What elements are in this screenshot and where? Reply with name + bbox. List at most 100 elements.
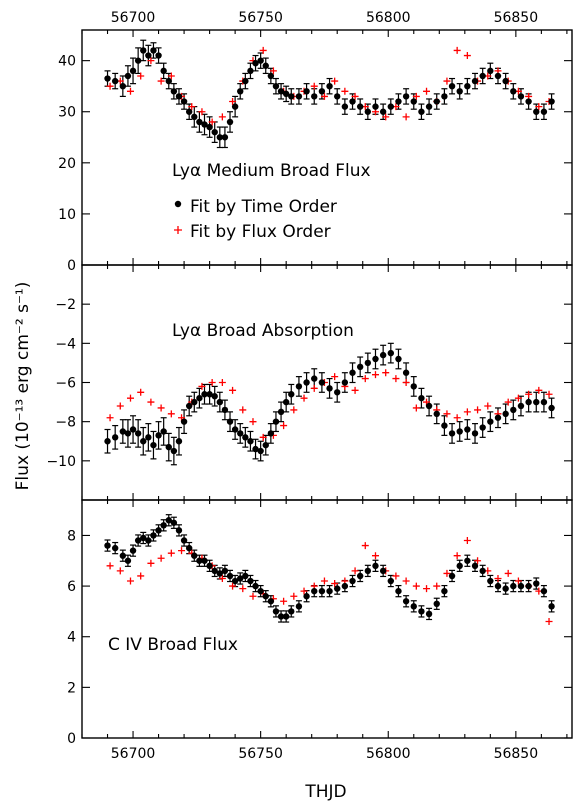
- time-order-point: [410, 383, 417, 390]
- time-order-point: [191, 552, 198, 559]
- time-order-point: [311, 375, 318, 382]
- time-order-point: [494, 72, 502, 80]
- time-order-point: [356, 103, 364, 110]
- flux-order-point: [229, 386, 237, 394]
- time-order-point: [479, 72, 486, 80]
- time-order-point: [111, 77, 119, 85]
- time-order-point: [395, 587, 402, 595]
- flux-order-point: [300, 394, 308, 402]
- time-order-point: [145, 434, 152, 441]
- flux-order-point: [535, 103, 543, 111]
- time-order-point: [211, 567, 218, 575]
- flux-order-point: [463, 408, 471, 416]
- flux-order-point: [167, 72, 175, 80]
- time-order-point: [150, 47, 157, 54]
- time-order-point: [464, 557, 471, 564]
- top-x-tick-label: 56850: [494, 10, 539, 26]
- time-order-point: [170, 88, 178, 95]
- time-order-points: [104, 517, 555, 620]
- time-order-point: [155, 527, 162, 534]
- time-order-point: [364, 567, 372, 575]
- panel-3-frame: [81, 499, 573, 739]
- time-order-point: [124, 430, 132, 437]
- time-order-point: [277, 408, 285, 416]
- top-x-tick-label: 56800: [366, 10, 411, 26]
- time-order-point: [262, 62, 269, 69]
- error-bars: [104, 514, 555, 623]
- time-order-point: [231, 103, 239, 110]
- time-order-point: [124, 557, 132, 564]
- time-order-point: [160, 67, 167, 75]
- flux-order-point: [371, 371, 379, 379]
- time-order-point: [418, 394, 425, 402]
- time-order-point: [180, 98, 188, 105]
- time-order-point: [180, 537, 188, 544]
- y-tick-label: −2: [55, 297, 76, 313]
- time-order-point: [191, 113, 198, 121]
- time-order-point: [341, 103, 349, 110]
- top-x-tick-labels: 56700 56750 56800 56850: [111, 10, 538, 26]
- time-order-point: [349, 577, 356, 585]
- y-tick-label: 10: [58, 207, 76, 223]
- flux-order-point: [351, 567, 359, 575]
- time-order-point: [510, 406, 517, 414]
- time-order-point: [175, 93, 183, 100]
- flux-order-point: [494, 574, 502, 582]
- flux-order-point: [116, 567, 124, 575]
- panel-1: 0 10 20 30 40 Lyα Medium Broad Flux Fit by Tim…: [58, 29, 573, 274]
- bottom-x-tick-labels: 56700 56750 56800 56850: [111, 746, 538, 762]
- time-order-point: [111, 434, 119, 441]
- time-order-point: [326, 385, 333, 392]
- time-order-point: [104, 75, 111, 82]
- flux-order-point: [126, 577, 134, 585]
- flux-order-point: [341, 87, 349, 95]
- flux-order-point: [412, 404, 420, 412]
- y-tick-label: −4: [55, 336, 76, 352]
- flux-order-point: [351, 92, 359, 100]
- flux-order-point: [474, 406, 482, 414]
- time-order-point: [237, 88, 244, 95]
- flux-order-point: [514, 577, 522, 585]
- time-order-point: [185, 108, 193, 115]
- flux-order-point: [484, 402, 492, 410]
- flux-order-point: [331, 77, 339, 85]
- time-order-point: [349, 369, 356, 376]
- time-order-point: [226, 118, 234, 126]
- flux-order-point: [382, 369, 390, 377]
- time-order-point: [303, 593, 310, 600]
- flux-order-point: [443, 569, 451, 577]
- time-order-point: [334, 585, 341, 592]
- time-order-point: [441, 93, 448, 100]
- time-order-point: [282, 90, 290, 98]
- time-order-point: [487, 577, 494, 585]
- time-order-point: [326, 82, 333, 90]
- time-order-point: [402, 93, 410, 100]
- flux-order-point: [188, 103, 196, 111]
- flux-order-point: [269, 67, 277, 75]
- time-order-point: [216, 570, 224, 577]
- flux-order-point: [167, 410, 175, 418]
- time-order-point: [318, 88, 326, 95]
- time-order-point: [533, 108, 540, 115]
- panel-annotation: C IV Broad Flux: [108, 635, 238, 655]
- flux-order-point: [392, 375, 400, 383]
- time-order-point: [216, 134, 224, 141]
- x-axis-label: THJD: [304, 782, 346, 802]
- panel-annotation: Lyα Medium Broad Flux: [172, 161, 371, 181]
- flux-order-point: [218, 379, 226, 386]
- time-order-point: [201, 121, 208, 128]
- time-order-point: [303, 88, 310, 95]
- flux-order-point: [116, 402, 124, 410]
- flux-order-point: [535, 386, 543, 394]
- time-order-point: [364, 108, 372, 115]
- time-order-point: [456, 88, 463, 95]
- flux-order-point: [545, 390, 553, 398]
- time-order-point: [257, 447, 264, 455]
- time-order-point: [311, 93, 318, 100]
- time-order-point: [231, 426, 239, 433]
- flux-order-point: [463, 537, 471, 545]
- time-order-point: [155, 432, 162, 439]
- time-order-point: [387, 349, 395, 357]
